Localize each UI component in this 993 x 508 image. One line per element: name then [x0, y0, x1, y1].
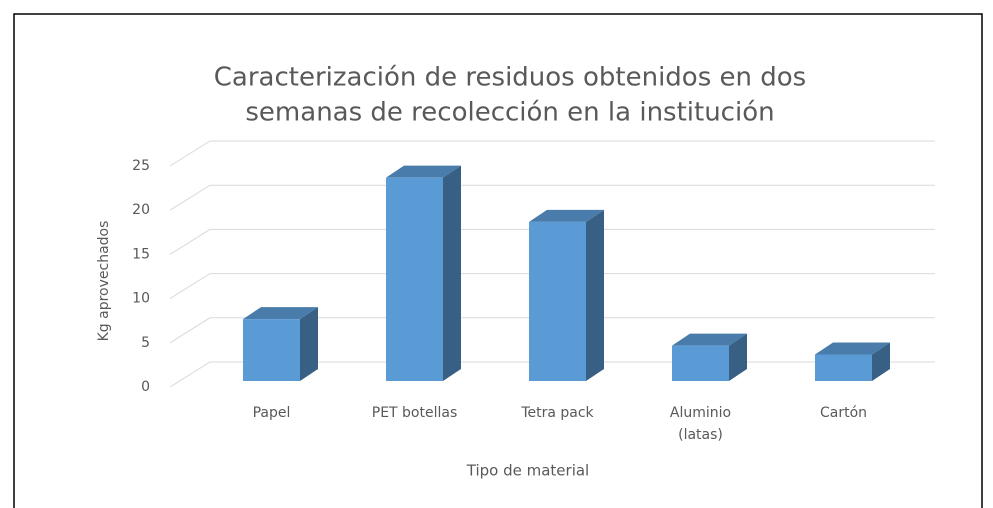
bar [529, 221, 586, 381]
grid-line [169, 140, 935, 167]
y-tick-label: 5 [141, 335, 150, 351]
chart-title: semanas de recolección en la institución [245, 98, 774, 128]
bar-top [815, 342, 890, 355]
bar-top [672, 333, 747, 346]
x-tick-label: PET botellas [372, 405, 458, 421]
bar-side [300, 307, 318, 381]
grid-line [169, 273, 935, 300]
chart-title: Caracterización de residuos obtenidos en… [214, 63, 806, 93]
bar [386, 177, 443, 381]
bar-top [529, 209, 604, 222]
chart-frame [13, 13, 983, 508]
x-tick-label: Cartón [820, 405, 867, 421]
grid-line [169, 184, 935, 211]
x-axis-label: Tipo de material [466, 462, 589, 480]
bar [672, 345, 729, 381]
bar-top [243, 307, 318, 320]
y-tick-label: 15 [132, 246, 150, 262]
bar-side [586, 209, 604, 381]
bar-side [443, 165, 461, 381]
x-tick-label: Papel [253, 405, 291, 421]
bar-top [386, 165, 461, 178]
x-tick-label: Aluminio (latas) [670, 405, 731, 443]
y-axis-label: Kg aprovechados [96, 221, 112, 342]
y-tick-label: 20 [132, 202, 150, 218]
y-tick-label: 0 [141, 379, 150, 395]
bar [815, 354, 872, 381]
bar [243, 319, 300, 381]
y-tick-label: 10 [132, 291, 150, 307]
bar-side [872, 342, 890, 381]
grid-line [169, 228, 935, 255]
y-tick-label: 25 [132, 158, 150, 174]
x-tick-label: Tetra pack [520, 405, 594, 421]
grid-line [169, 317, 935, 344]
bar-side [729, 333, 747, 381]
